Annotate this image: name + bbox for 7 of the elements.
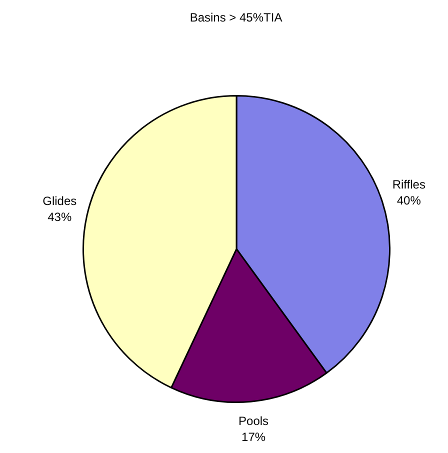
slice-label: Riffles (392, 177, 426, 192)
chart-title: Basins > 45%TIA (190, 10, 282, 24)
data-label: 17% (242, 430, 266, 444)
data-label: 43% (48, 210, 72, 224)
slice-label: Pools (238, 414, 269, 428)
slice-label: Glides (42, 194, 77, 208)
data-label: 40% (396, 193, 422, 208)
